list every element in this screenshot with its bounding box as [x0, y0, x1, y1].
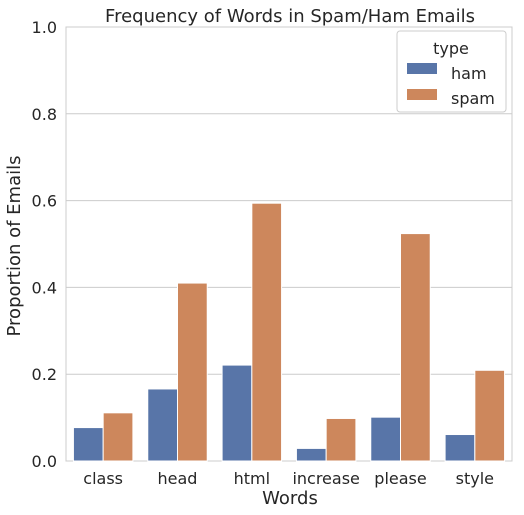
legend-label-ham: ham [451, 64, 487, 83]
y-tick-label: 0.8 [32, 105, 57, 124]
bar-ham-style [444, 434, 476, 462]
x-tick-label: style [456, 469, 494, 488]
legend-swatch-spam [407, 89, 437, 100]
x-tick-label: html [234, 469, 270, 488]
bar-spam-increase [325, 417, 357, 462]
x-axis-label: Words [262, 488, 318, 509]
x-tick-label: head [158, 469, 198, 488]
legend-title: type [433, 39, 469, 58]
y-axis-label: Proportion of Emails [4, 156, 25, 337]
legend-label-spam: spam [451, 89, 495, 108]
bar-ham-class [72, 427, 104, 462]
y-tick-label: 0.6 [32, 192, 57, 211]
bar-ham-please [370, 416, 401, 462]
x-tick-labels: class head html increase please style [83, 469, 494, 488]
y-tick-label: 1.0 [32, 18, 57, 37]
bar-ham-increase [295, 447, 327, 462]
legend-swatch-ham [407, 63, 437, 74]
x-tick-label: increase [292, 469, 359, 488]
bar-spam-please [400, 233, 431, 462]
legend: type ham spam [396, 30, 507, 113]
x-tick-label: class [83, 469, 123, 488]
y-tick-label: 0.4 [32, 278, 57, 297]
y-tick-label: 0.2 [32, 365, 57, 384]
bar-spam-style [474, 369, 506, 462]
bar-ham-head [147, 388, 178, 462]
y-tick-label: 0.0 [32, 452, 57, 471]
bars [72, 202, 506, 462]
plot-frame [65, 26, 513, 462]
bar-spam-class [102, 412, 134, 462]
y-tick-labels: 0.0 0.2 0.4 0.6 0.8 1.0 [32, 18, 57, 471]
bar-spam-html [251, 202, 283, 462]
chart-title: Frequency of Words in Spam/Ham Emails [105, 6, 475, 27]
bar-ham-html [221, 364, 253, 462]
x-tick-label: please [374, 469, 426, 488]
bar-spam-head [177, 282, 208, 462]
